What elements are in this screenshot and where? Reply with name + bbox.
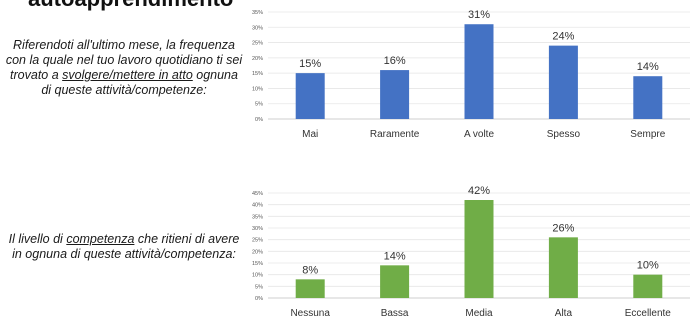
frequency-y-tick-label: 20% (252, 56, 263, 62)
competence-y-tick-label: 45% (252, 191, 263, 197)
frequency-data-label: 24% (552, 31, 574, 43)
competence-bar (633, 274, 663, 298)
competence-bar (295, 279, 325, 298)
competence-data-label: 42% (468, 185, 490, 197)
competence-bar (464, 200, 494, 298)
competence-category-label: Nessuna (290, 308, 330, 319)
frequency-category-label: Sempre (630, 129, 665, 140)
competence-data-label: 8% (302, 264, 318, 276)
question-competence-text-after: che ritieni di avere in ognuna di queste… (12, 232, 240, 261)
competence-data-label: 14% (384, 250, 406, 262)
frequency-bar (380, 70, 410, 119)
competence-y-tick-label: 40% (252, 203, 263, 209)
frequency-bar (633, 76, 663, 119)
competence-data-label: 26% (552, 222, 574, 234)
competence-category-label: Eccellente (625, 308, 672, 319)
page-heading: autoapprendimento (28, 0, 233, 12)
question-frequency-emphasis: svolgere/mettere in atto (62, 68, 193, 82)
frequency-y-tick-label: 15% (252, 71, 263, 77)
competence-y-tick-label: 5% (255, 284, 263, 290)
competence-bar (380, 265, 410, 298)
frequency-category-label: Mai (302, 129, 318, 140)
question-competence-text-before: Il livello di (8, 232, 67, 246)
frequency-y-tick-label: 0% (255, 117, 263, 123)
frequency-category-label: A volte (464, 129, 494, 140)
frequency-bar (464, 24, 494, 120)
frequency-category-label: Spesso (547, 129, 581, 140)
competence-y-tick-label: 35% (252, 214, 263, 220)
competence-y-tick-label: 20% (252, 249, 263, 255)
frequency-y-tick-label: 10% (252, 86, 263, 92)
frequency-data-label: 16% (384, 55, 406, 67)
question-frequency-text-after: ognuna di queste attività/competenze: (41, 68, 238, 97)
frequency-y-tick-label: 25% (252, 41, 263, 47)
frequency-data-label: 14% (637, 61, 659, 73)
competence-y-tick-label: 10% (252, 273, 263, 279)
competence-bar (548, 237, 578, 298)
question-frequency-text-before: Riferendoti all'ultimo mese, la frequenz… (5, 38, 243, 82)
frequency-bar (548, 45, 578, 119)
competence-category-label: Alta (555, 308, 573, 319)
competence-data-label: 10% (637, 260, 659, 272)
frequency-y-tick-label: 30% (252, 25, 263, 31)
question-competence-emphasis: competenza (66, 232, 135, 246)
frequency-data-label: 31% (468, 9, 490, 21)
competence-category-label: Bassa (381, 308, 409, 319)
competence-category-label: Media (465, 308, 493, 319)
competence-y-tick-label: 25% (252, 238, 263, 244)
competence-y-tick-label: 15% (252, 261, 263, 267)
question-competence: Il livello di competenza che ritieni di … (4, 232, 244, 262)
competence-y-tick-label: 30% (252, 226, 263, 232)
frequency-bar (295, 73, 325, 119)
frequency-y-tick-label: 35% (252, 10, 263, 16)
competence-y-tick-label: 0% (255, 296, 263, 302)
frequency-data-label: 15% (299, 58, 321, 70)
frequency-y-tick-label: 5% (255, 102, 263, 108)
question-frequency: Riferendoti all'ultimo mese, la frequenz… (4, 38, 244, 98)
frequency-category-label: Raramente (370, 129, 420, 140)
